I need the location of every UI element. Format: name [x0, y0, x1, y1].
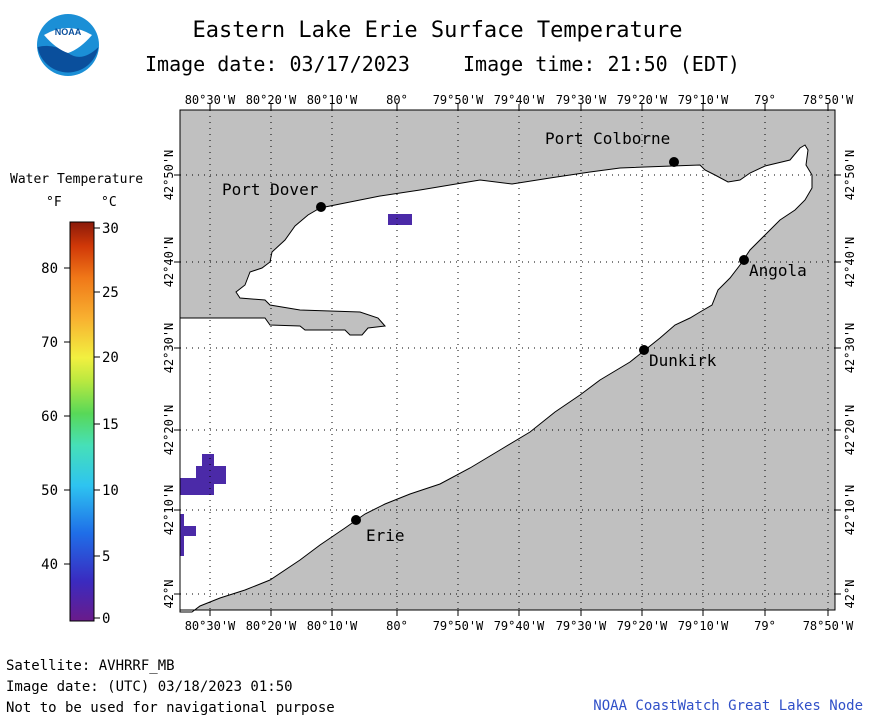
lat-label-left: 42°N	[162, 580, 176, 609]
city-marker	[639, 345, 649, 355]
city-label: Port Colborne	[545, 129, 670, 148]
city-marker	[316, 202, 326, 212]
lat-label-right: 42°30'N	[843, 323, 857, 374]
legend-f-tick-label: 60	[41, 409, 58, 425]
legend-c-tick-label: 15	[102, 417, 119, 433]
utc-date-label: Image date: (UTC) 03/18/2023 01:50	[6, 679, 293, 695]
lon-label-bottom: 79°50'W	[433, 619, 484, 633]
lon-label-top: 79°	[754, 93, 776, 107]
lat-label-right: 42°40'N	[843, 237, 857, 288]
lat-label-left: 42°40'N	[162, 237, 176, 288]
legend-c-tick-label: 25	[102, 285, 119, 301]
lon-label-bottom: 79°40'W	[494, 619, 545, 633]
lon-label-top: 78°50'W	[803, 93, 854, 107]
lon-label-bottom: 79°	[754, 619, 776, 633]
lon-label-top: 80°10'W	[307, 93, 358, 107]
legend-unit-c: °C	[101, 195, 117, 210]
credit-label: NOAA CoastWatch Great Lakes Node	[593, 698, 863, 714]
lat-label-right: 42°20'N	[843, 405, 857, 456]
lon-label-top: 80°20'W	[246, 93, 297, 107]
legend-c-tick-label: 30	[102, 221, 119, 237]
city-label: Port Dover	[222, 180, 319, 199]
lon-label-top: 80°30'W	[185, 93, 236, 107]
city-label: Erie	[366, 526, 405, 545]
lon-label-bottom: 79°20'W	[617, 619, 668, 633]
satellite-label: Satellite: AVHRRF_MB	[6, 658, 175, 674]
cold-pixels	[180, 214, 412, 556]
city-marker	[351, 515, 361, 525]
lat-label-right: 42°50'N	[843, 150, 857, 201]
city-marker	[739, 255, 749, 265]
figure-title: Eastern Lake Erie Surface Temperature	[192, 18, 683, 43]
legend-title: Water Temperature	[10, 172, 144, 187]
disclaimer-label: Not to be used for navigational purpose	[6, 700, 335, 716]
lon-label-top: 79°40'W	[494, 93, 545, 107]
city-label: Dunkirk	[649, 351, 717, 370]
lon-label-bottom: 80°30'W	[185, 619, 236, 633]
legend-f-tick-label: 80	[41, 261, 58, 277]
legend-c-tick-label: 0	[102, 611, 110, 627]
legend-f-tick-label: 40	[41, 557, 58, 573]
legend-unit-f: °F	[46, 195, 62, 210]
legend-c-tick-label: 5	[102, 549, 110, 565]
lon-label-bottom: 79°10'W	[678, 619, 729, 633]
lon-label-top: 79°50'W	[433, 93, 484, 107]
image-date: Image date: 03/17/2023	[145, 52, 410, 76]
noaa-logo: NOAA	[37, 14, 99, 76]
legend-c-tick-label: 20	[102, 350, 119, 366]
lat-label-right: 42°10'N	[843, 485, 857, 536]
city-marker	[669, 157, 679, 167]
lon-label-bottom: 79°30'W	[556, 619, 607, 633]
lon-label-bottom: 78°50'W	[803, 619, 854, 633]
lon-label-bottom: 80°	[386, 619, 408, 633]
lon-label-top: 79°20'W	[617, 93, 668, 107]
noaa-logo-text: NOAA	[55, 27, 82, 37]
lat-label-left: 42°50'N	[162, 150, 176, 201]
image-time: Image time: 21:50 (EDT)	[463, 52, 740, 76]
lat-label-left: 42°30'N	[162, 323, 176, 374]
lon-label-top: 79°30'W	[556, 93, 607, 107]
lon-label-bottom: 80°20'W	[246, 619, 297, 633]
lat-label-left: 42°10'N	[162, 485, 176, 536]
lat-label-right: 42°N	[843, 580, 857, 609]
lat-label-left: 42°20'N	[162, 405, 176, 456]
legend-f-tick-label: 50	[41, 483, 58, 499]
lon-label-top: 79°10'W	[678, 93, 729, 107]
legend-c-tick-label: 10	[102, 483, 119, 499]
lon-label-bottom: 80°10'W	[307, 619, 358, 633]
city-label: Angola	[749, 261, 807, 280]
legend-f-tick-label: 70	[41, 335, 58, 351]
lon-label-top: 80°	[386, 93, 408, 107]
